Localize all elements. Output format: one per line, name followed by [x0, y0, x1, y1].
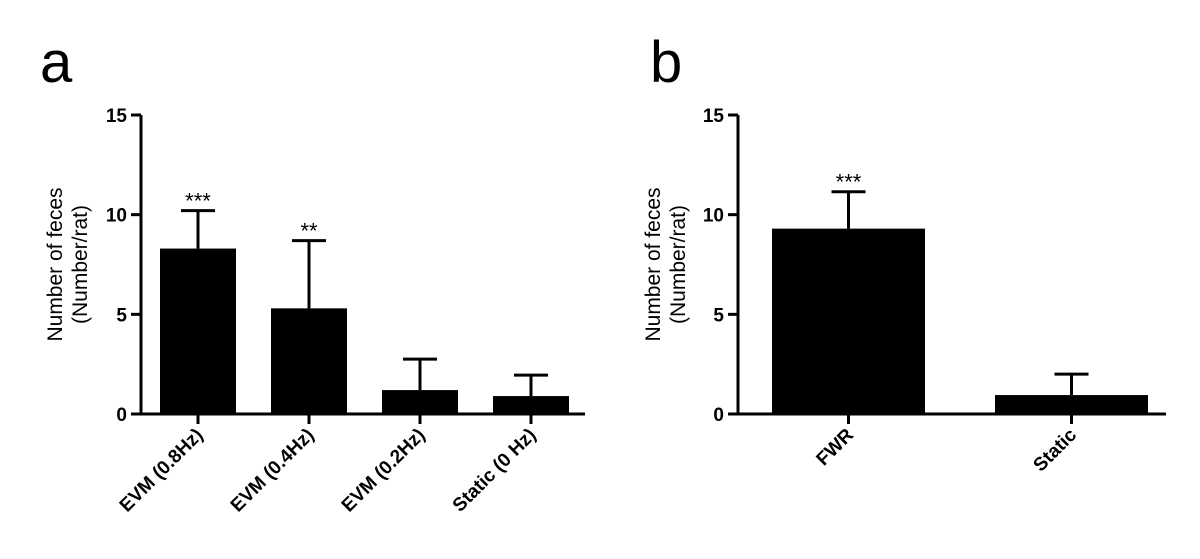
bar [772, 228, 925, 414]
y-tick-label: 15 [703, 106, 725, 127]
x-tick-label: EVM (0.2Hz) [338, 425, 430, 517]
bar [160, 248, 236, 414]
significance-label: *** [836, 170, 862, 195]
y-tick-label: 0 [116, 405, 127, 426]
y-tick-label: 10 [106, 206, 127, 227]
significance-label: ** [300, 219, 318, 244]
x-tick-label: Static [1030, 424, 1082, 476]
y-tick-label: 5 [713, 305, 724, 326]
y-tick-label: 15 [106, 106, 128, 127]
y-axis-title-line: (Number/rat) [667, 205, 690, 324]
y-tick-label: 10 [703, 206, 724, 227]
y-axis-title: Number of feces(Number/rat) [642, 187, 690, 341]
bar [271, 308, 347, 414]
significance-label: *** [185, 189, 211, 214]
panel-letter: b [650, 30, 682, 95]
x-tick-label: EVM (0.4Hz) [227, 425, 319, 517]
panel-letter: a [40, 30, 73, 95]
y-axis-title-line: (Number/rat) [69, 205, 92, 324]
y-tick-label: 5 [116, 305, 127, 326]
bar [995, 395, 1148, 414]
y-axis-title-line: Number of feces [642, 187, 665, 341]
x-tick-label: FWR [813, 424, 859, 470]
x-tick-label: Static (0 Hz) [449, 425, 541, 517]
y-axis-title-line: Number of feces [44, 187, 67, 341]
y-tick-label: 0 [713, 405, 724, 426]
y-axis-title: Number of feces(Number/rat) [44, 187, 92, 341]
bar [493, 396, 569, 414]
bar [382, 390, 458, 414]
x-tick-label: EVM (0.8Hz) [116, 425, 208, 517]
